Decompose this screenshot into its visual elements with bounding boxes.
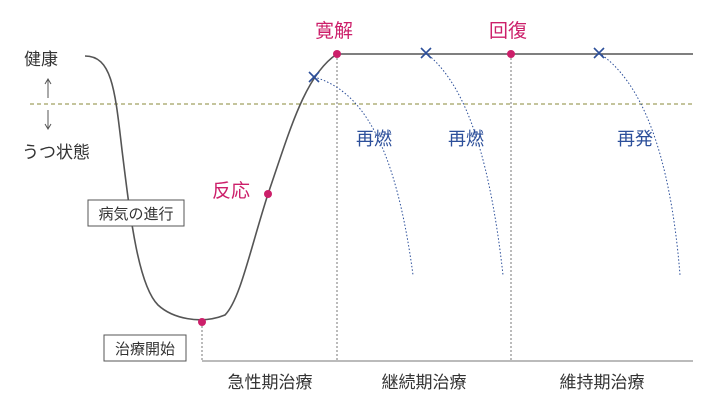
cross-marker-icon — [308, 71, 320, 83]
depressed-label: うつ状態 — [22, 143, 90, 163]
cross-marker-icon — [593, 47, 605, 59]
relapse-curve-2 — [425, 52, 504, 276]
phase-continuation-label: 継続期治療 — [382, 373, 467, 393]
relapse-label-2: 再燃 — [448, 129, 484, 150]
relapse-label-1: 再燃 — [356, 129, 392, 150]
recovery-label: 回復 — [489, 20, 527, 42]
arrow-up-icon — [44, 78, 52, 98]
disease-progress-box — [87, 199, 185, 227]
recurrence-curve — [598, 52, 681, 276]
remission-label: 寛解 — [315, 20, 353, 42]
cross-marker-icon — [420, 47, 432, 59]
phase-acute-label: 急性期治療 — [228, 373, 313, 393]
healthy-label: 健康 — [24, 50, 58, 70]
phase-maintenance-label: 維持期治療 — [560, 373, 645, 393]
recurrence-label: 再発 — [617, 129, 653, 150]
symptom-curve — [84, 53, 693, 321]
treatment-start-point — [198, 318, 206, 326]
relapse-curve-1 — [313, 76, 414, 276]
remission-point — [333, 50, 341, 58]
response-label: 反応 — [212, 180, 250, 202]
arrow-down-icon — [44, 110, 52, 130]
treatment-start-box — [103, 334, 187, 362]
recovery-point — [507, 50, 515, 58]
response-point — [264, 190, 272, 198]
treatment-start-label: 治療開始 — [115, 340, 175, 358]
disease-progress-label: 病気の進行 — [98, 205, 173, 223]
